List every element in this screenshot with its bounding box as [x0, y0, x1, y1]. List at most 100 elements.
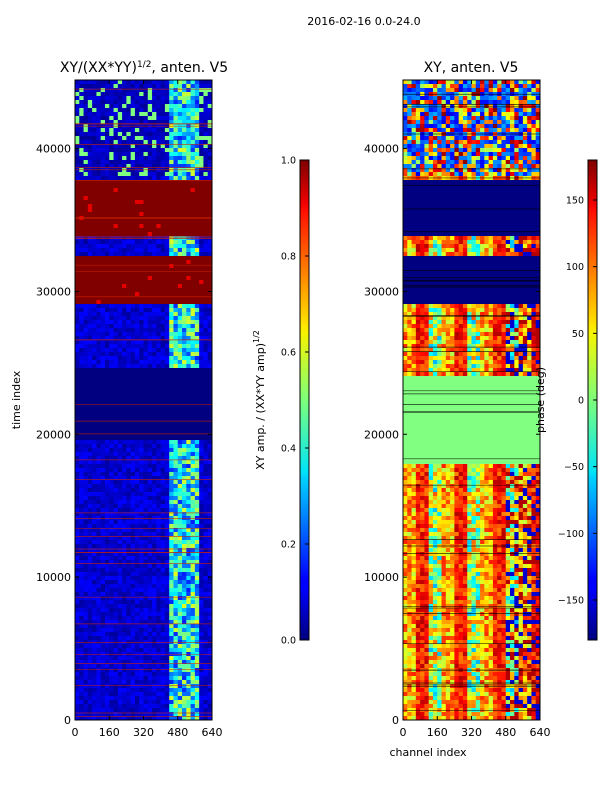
heatmap-cell — [134, 308, 140, 313]
heatmap-cell — [100, 176, 106, 181]
heatmap-cell — [186, 192, 192, 197]
heatmap-cell — [126, 300, 132, 305]
heatmap-cell — [143, 140, 149, 145]
heatmap-cell — [164, 120, 170, 125]
heatmap-cell — [79, 228, 85, 233]
heatmap-cell — [92, 280, 98, 285]
heatmap-cell — [156, 248, 162, 253]
heatmap-cell — [177, 488, 183, 493]
heatmap-cell — [79, 248, 85, 253]
heatmap-cell — [177, 192, 183, 197]
heatmap-cell — [182, 136, 187, 141]
heatmap-cell — [130, 660, 136, 665]
heatmap-cell — [199, 616, 205, 621]
heatmap-cell — [100, 260, 106, 265]
heatmap-cell — [147, 292, 153, 297]
heatmap-cell — [104, 400, 110, 405]
heatmap-cell — [130, 564, 136, 569]
heatmap-cell — [96, 432, 102, 437]
heatmap-cell — [156, 496, 162, 501]
heatmap-cell — [109, 172, 115, 177]
heatmap-cell — [113, 604, 119, 609]
heatmap-cell — [182, 700, 187, 705]
heatmap-cell — [122, 104, 127, 109]
heatmap-cell — [164, 468, 170, 473]
heatmap-cell — [113, 192, 119, 197]
heatmap-cell — [203, 588, 209, 593]
heatmap-cell — [96, 152, 102, 157]
heatmap-cell — [100, 548, 106, 553]
heatmap-cell — [100, 388, 106, 393]
heatmap-cell — [160, 500, 166, 505]
heatmap-cell — [104, 496, 110, 501]
heatmap-cell — [113, 428, 119, 433]
heatmap-cell — [156, 440, 162, 445]
heatmap-cell — [113, 684, 119, 689]
heatmap-cell — [113, 500, 119, 505]
heatmap-cell — [173, 684, 179, 689]
heatmap-cell — [207, 248, 212, 253]
heatmap-cell — [199, 508, 205, 513]
heatmap-cell — [130, 484, 136, 489]
heatmap-cell — [75, 464, 80, 469]
heatmap-cell — [207, 636, 212, 641]
heatmap-cell — [139, 264, 145, 269]
heatmap-cell — [194, 296, 200, 301]
heatmap-cell — [194, 480, 200, 485]
heatmap-cell — [139, 376, 145, 381]
heatmap-cell — [190, 204, 196, 209]
heatmap-cell — [75, 240, 80, 245]
heatmap-cell — [126, 336, 132, 341]
heatmap-cell — [100, 664, 106, 669]
heatmap-cell — [169, 120, 175, 125]
heatmap-cell — [92, 408, 98, 413]
heatmap-cell — [169, 648, 175, 653]
heatmap-cell — [203, 556, 209, 561]
heatmap-cell — [92, 156, 98, 161]
heatmap-cell — [182, 672, 187, 677]
heatmap-cell — [147, 344, 153, 349]
heatmap-cell — [130, 540, 136, 545]
heatmap-cell — [122, 676, 127, 681]
heatmap-cell — [104, 324, 110, 329]
heatmap-cell — [83, 444, 89, 449]
heatmap-cell — [203, 476, 209, 481]
heatmap-cell — [207, 668, 212, 673]
heatmap-cell — [96, 212, 102, 217]
heatmap-cell — [104, 264, 110, 269]
heatmap-cell — [190, 252, 196, 257]
heatmap-cell — [113, 408, 119, 413]
heatmap-cell — [143, 220, 149, 225]
heatmap-cell — [203, 420, 209, 425]
heatmap-cell — [126, 680, 132, 685]
heatmap-cell — [173, 96, 179, 101]
heatmap-cell — [156, 288, 162, 293]
heatmap-cell — [152, 180, 157, 185]
heatmap-cell — [96, 588, 102, 593]
heatmap-cell — [79, 536, 85, 541]
heatmap-cell — [113, 672, 119, 677]
heatmap-cell — [173, 292, 179, 297]
heatmap-cell — [169, 156, 175, 161]
heatmap-cell — [169, 656, 175, 661]
heatmap-cell — [122, 240, 127, 245]
heatmap-cell — [169, 380, 175, 385]
heatmap-cell — [130, 364, 136, 369]
heatmap-cell — [147, 700, 153, 705]
heatmap-cell — [156, 212, 162, 217]
heatmap-cell — [126, 256, 132, 261]
heatmap-cell — [173, 408, 179, 413]
heatmap-cell — [143, 556, 149, 561]
heatmap-cell — [92, 268, 98, 273]
heatmap-cell — [109, 260, 115, 265]
heatmap-cell — [164, 308, 170, 313]
heatmap-cell — [160, 228, 166, 233]
heatmap-cell — [194, 356, 200, 361]
heatmap-cell — [83, 636, 89, 641]
heatmap-cell — [160, 272, 166, 277]
heatmap-cell — [177, 156, 183, 161]
heatmap-cell — [122, 184, 127, 189]
heatmap-cell — [194, 596, 200, 601]
heatmap-cell — [207, 472, 212, 477]
heatmap-cell — [126, 648, 132, 653]
